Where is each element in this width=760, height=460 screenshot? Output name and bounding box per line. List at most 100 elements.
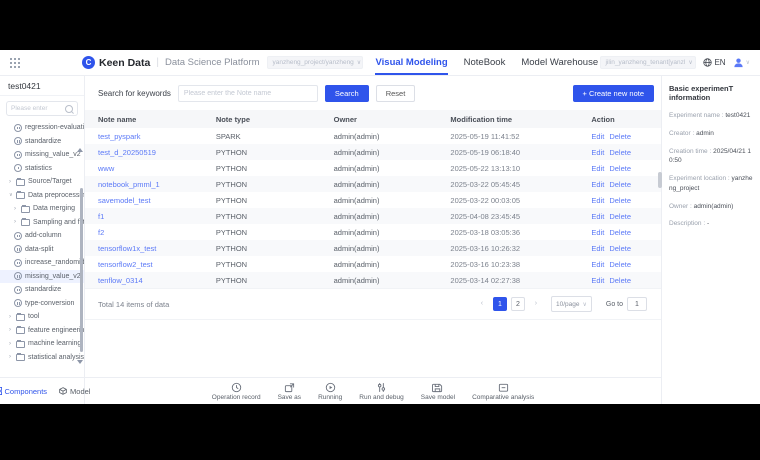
tree-item-label: standardize: [25, 286, 62, 294]
footer-tab-components[interactable]: Components: [0, 387, 47, 396]
tree-item-sampling-filtering[interactable]: Sampling and filtering: [0, 216, 84, 230]
edit-link[interactable]: Edit: [591, 227, 605, 237]
tree-item-increase-randomid[interactable]: increase_randomid: [0, 256, 84, 270]
chevron-right-icon[interactable]: [9, 327, 14, 333]
field-experiment-location: Experiment location : yanzheng_project: [669, 174, 753, 194]
tree-item-regression-evaluation[interactable]: regression-evaluati...: [0, 121, 84, 135]
chevron-right-icon[interactable]: [9, 179, 14, 185]
tree-item-source-target[interactable]: Source/Target: [0, 175, 84, 189]
delete-link[interactable]: Delete: [609, 147, 632, 157]
search-button[interactable]: Search: [324, 85, 369, 102]
edit-link[interactable]: Edit: [591, 259, 605, 269]
create-new-note-button[interactable]: + Create new note: [572, 85, 654, 102]
chevron-right-icon[interactable]: [9, 354, 14, 360]
edit-link[interactable]: Edit: [591, 147, 605, 157]
edit-link[interactable]: Edit: [591, 163, 605, 173]
comparative-analysis-button[interactable]: Comparative analysis: [472, 382, 534, 401]
note-name-input[interactable]: [177, 85, 318, 102]
field-label: Owner :: [669, 202, 692, 210]
tree-item-data-merging[interactable]: Data merging: [0, 202, 84, 216]
next-page-button[interactable]: ›: [528, 297, 543, 311]
model-icon: [59, 387, 67, 395]
chevron-right-icon[interactable]: [14, 206, 19, 212]
navbar-right: jilin_yanzheng_tenant[yanzl ∨ EN ∨: [600, 56, 750, 69]
app-launcher-icon[interactable]: [10, 57, 20, 68]
tree-item-machine-learning[interactable]: machine learning: [0, 337, 84, 351]
chevron-right-icon[interactable]: [9, 341, 14, 347]
panel-scrollbar[interactable]: [658, 172, 662, 188]
delete-link[interactable]: Delete: [609, 227, 632, 237]
note-link[interactable]: f1: [98, 211, 105, 221]
chevron-right-icon[interactable]: [9, 314, 14, 320]
chevron-right-icon[interactable]: [14, 219, 19, 225]
chevron-down-icon: ∨: [582, 301, 587, 308]
edit-link[interactable]: Edit: [591, 179, 605, 189]
edit-link[interactable]: Edit: [591, 243, 605, 253]
chevron-down-icon[interactable]: [9, 192, 14, 198]
note-link[interactable]: notebook_pmml_1: [98, 179, 160, 189]
edit-link[interactable]: Edit: [591, 131, 605, 141]
edit-link[interactable]: Edit: [591, 195, 605, 205]
delete-link[interactable]: Delete: [609, 275, 632, 285]
tree-item-standardize-2[interactable]: standardize: [0, 283, 84, 297]
delete-link[interactable]: Delete: [609, 259, 632, 269]
note-link[interactable]: tensorflow1x_test: [98, 243, 157, 253]
delete-link[interactable]: Delete: [609, 179, 632, 189]
tab-notebook[interactable]: NoteBook: [463, 57, 506, 68]
tab-model-warehouse[interactable]: Model Warehouse: [521, 57, 599, 68]
tree-item-data-preprocessing[interactable]: Data preprocessing: [0, 189, 84, 203]
delete-link[interactable]: Delete: [609, 211, 632, 221]
delete-link[interactable]: Delete: [609, 131, 632, 141]
page-1-button[interactable]: 1: [492, 297, 507, 311]
note-link[interactable]: www: [98, 163, 115, 173]
delete-link[interactable]: Delete: [609, 195, 632, 205]
goto-page-input[interactable]: [627, 297, 647, 311]
tree-item-feature-engineering[interactable]: feature engineering: [0, 324, 84, 338]
running-button[interactable]: Running: [318, 382, 342, 401]
delete-link[interactable]: Delete: [609, 243, 632, 253]
component-search[interactable]: [6, 101, 78, 116]
user-menu[interactable]: ∨: [733, 57, 750, 68]
operation-record-button[interactable]: Operation record: [212, 382, 261, 401]
page-2-button[interactable]: 2: [510, 297, 525, 311]
note-link[interactable]: f2: [98, 227, 105, 237]
component-search-input[interactable]: [11, 105, 62, 112]
sidebar-scrollbar[interactable]: [80, 188, 83, 352]
scroll-down-arrow[interactable]: [77, 360, 83, 364]
folder-icon: [16, 177, 25, 186]
scroll-up-arrow[interactable]: [77, 148, 83, 152]
field-value: 2025/04/21 10:50: [669, 147, 752, 165]
chevron-down-icon: ∨: [356, 60, 362, 66]
tree-item-missing-value-v2[interactable]: missing_value_v2: [0, 148, 84, 162]
language-switcher[interactable]: EN: [703, 58, 726, 67]
project-select[interactable]: yanzheng_project/yanzheng ∨: [267, 56, 364, 69]
note-link[interactable]: test_pyspark: [98, 131, 141, 141]
edit-link[interactable]: Edit: [591, 275, 605, 285]
delete-link[interactable]: Delete: [609, 163, 632, 173]
tree-item-statistics[interactable]: statistics: [0, 162, 84, 176]
save-as-button[interactable]: Save as: [278, 382, 301, 401]
tenant-select[interactable]: jilin_yanzheng_tenant[yanzl ∨: [600, 56, 697, 69]
note-link[interactable]: savemodel_test: [98, 195, 151, 205]
note-type: PYTHON: [202, 272, 321, 288]
note-link[interactable]: tensorflow2_test: [98, 259, 153, 269]
reset-button[interactable]: Reset: [375, 85, 416, 102]
tree-item-statistical-analysis[interactable]: statistical analysis: [0, 351, 84, 365]
tree-item-data-split[interactable]: data-split: [0, 243, 84, 257]
note-link[interactable]: test_d_20250519: [98, 147, 156, 157]
run-and-debug-button[interactable]: Run and debug: [359, 382, 404, 401]
note-type: PYTHON: [202, 144, 321, 160]
page-size-select[interactable]: 10/page ∨: [550, 296, 592, 312]
tab-visual-modeling[interactable]: Visual Modeling: [375, 50, 448, 75]
tree-item-standardize[interactable]: standardize: [0, 135, 84, 149]
prev-page-button[interactable]: ‹: [474, 297, 489, 311]
tree-item-tool[interactable]: tool: [0, 310, 84, 324]
tree-item-type-conversion[interactable]: type-conversion: [0, 297, 84, 311]
edit-link[interactable]: Edit: [591, 211, 605, 221]
tree-item-add-column[interactable]: add-column: [0, 229, 84, 243]
note-link[interactable]: tenflow_0314: [98, 275, 143, 285]
main-content: Search for keywords Search Reset + Creat…: [85, 76, 661, 404]
tree-item-missing-value-v2-selected[interactable]: missing_value_v2♥: [0, 269, 84, 283]
save-model-button[interactable]: Save model: [421, 382, 455, 401]
footer-tab-model[interactable]: Model: [59, 387, 90, 396]
